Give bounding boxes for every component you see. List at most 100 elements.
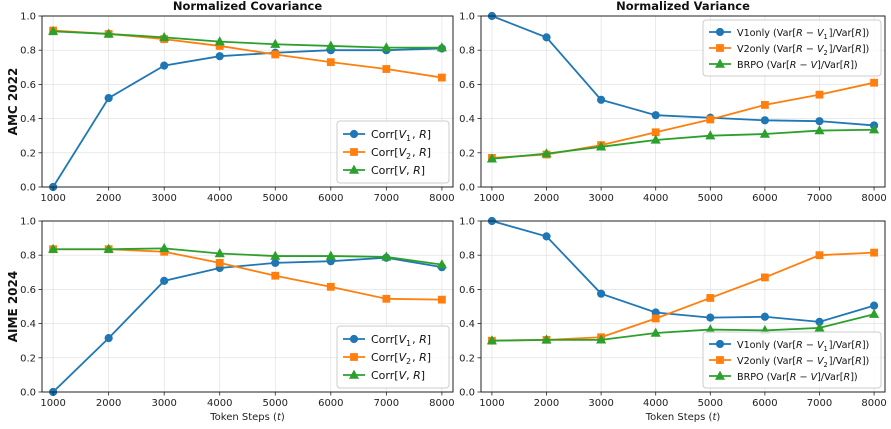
legend-label: V2only (Var[R − V2 ]/Var[R]) — [737, 44, 869, 57]
series-line-2 — [53, 247, 443, 266]
legend-marker — [349, 129, 359, 139]
legend-label: V1only (Var[R − V1 ]/Var[R]) — [737, 340, 869, 353]
y-tick-label: 0.4 — [459, 319, 475, 330]
legend-marker — [715, 27, 725, 37]
legend-label: Corr[V2 , R] — [371, 351, 431, 366]
x-tick-label: 5000 — [263, 193, 288, 204]
legend-label: Corr[V1 , R] — [371, 333, 431, 348]
x-tick-label: 5000 — [263, 398, 288, 409]
x-tick-label: 1000 — [479, 193, 504, 204]
plot-frame — [480, 220, 886, 393]
data-point — [815, 251, 824, 260]
x-axis-label: Token Steps (t) — [645, 412, 721, 423]
data-point — [103, 243, 114, 253]
legend-label: BRPO (Var[R − V]/Var[R]) — [737, 60, 858, 71]
x-tick-label: 1000 — [479, 398, 504, 409]
series-line-0 — [491, 15, 875, 127]
data-point — [760, 312, 769, 321]
data-point — [869, 301, 879, 310]
data-point — [597, 95, 606, 104]
data-point — [382, 65, 391, 73]
series-line-0 — [52, 256, 443, 393]
x-tick-label: 6000 — [752, 193, 777, 204]
panel-title: Normalized Covariance — [173, 0, 323, 13]
row-label: AMC 2022 — [6, 68, 20, 136]
data-point — [271, 50, 280, 59]
y-tick-label: 1.0 — [459, 12, 475, 23]
x-tick-label: 2000 — [96, 193, 121, 204]
data-point — [814, 125, 825, 135]
data-point — [706, 313, 715, 322]
legend-marker — [348, 369, 360, 379]
legend-marker — [350, 148, 358, 156]
data-point — [270, 250, 281, 260]
y-tick-label: 0.2 — [459, 353, 475, 364]
legend: V1only (Var[R − V1 ]/Var[R]) V2only (Var[… — [702, 19, 882, 77]
plot-frame — [41, 220, 454, 393]
y-tick-label: 0.0 — [20, 183, 36, 194]
x-tick-label: 8000 — [429, 398, 454, 409]
x-tick-label: 6000 — [318, 398, 343, 409]
x-tick-label: 3000 — [588, 193, 613, 204]
legend-marker — [348, 164, 360, 174]
data-point — [436, 42, 447, 52]
y-tick-label: 0.8 — [459, 251, 475, 262]
legend-marker — [715, 339, 725, 349]
legend: V1only (Var[R − V1 ]/Var[R]) V2only (Var[… — [702, 331, 882, 389]
x-tick-label: 6000 — [318, 193, 343, 204]
data-point — [104, 93, 113, 103]
data-point — [869, 124, 880, 134]
data-point — [271, 258, 280, 267]
series-line-2 — [491, 128, 875, 160]
x-tick-label: 1000 — [40, 193, 65, 204]
data-point — [541, 334, 552, 344]
series-line-0 — [491, 220, 875, 323]
legend-label: Corr[V2 , R] — [371, 146, 431, 161]
x-tick-label: 1000 — [40, 398, 65, 409]
x-tick-label: 3000 — [588, 398, 613, 409]
chart-panel-aime-var: 0.0 0.2 0.4 0.6 0.8 1.0 1000 2000 3000 4000 5000 60… — [459, 217, 887, 424]
y-tick-label: 0.6 — [20, 285, 36, 296]
data-point — [104, 334, 113, 343]
y-tick-label: 0.2 — [20, 148, 36, 159]
x-axis-label: Token Steps (t) — [209, 412, 285, 423]
data-point — [159, 31, 170, 42]
x-tick-label: 3000 — [151, 193, 176, 204]
y-tick-label: 0.6 — [459, 80, 475, 91]
data-point — [706, 115, 715, 124]
data-point — [650, 134, 661, 144]
x-tick-label: 2000 — [534, 193, 559, 204]
data-point — [48, 25, 59, 36]
data-point — [870, 248, 878, 257]
data-point — [650, 327, 661, 337]
data-point — [815, 90, 824, 99]
x-tick-label: 8000 — [861, 193, 886, 204]
x-tick-label: 6000 — [752, 398, 777, 409]
x-tick-label: 2000 — [534, 398, 559, 409]
legend-box — [336, 120, 450, 184]
data-point — [759, 128, 770, 138]
data-point — [325, 40, 336, 50]
x-tick-label: 2000 — [96, 398, 121, 409]
chart-panel-amc-cov: 0.0 0.2 0.4 0.6 0.8 1.0 1000 2000 3000 4000 5000 60… — [20, 0, 455, 204]
x-tick-label: 7000 — [807, 193, 832, 204]
data-point — [326, 58, 335, 67]
data-point — [160, 276, 169, 285]
data-point — [381, 251, 392, 261]
x-tick-label: 5000 — [698, 193, 723, 204]
y-tick-label: 0.2 — [459, 148, 475, 159]
y-tick-label: 0.4 — [20, 114, 36, 125]
panel-title: Normalized Variance — [616, 0, 750, 13]
row-label: AIME 2024 — [6, 271, 20, 342]
legend-label: V2only (Var[R − V2 ]/Var[R]) — [737, 356, 869, 369]
data-point — [541, 148, 552, 158]
x-tick-label: 7000 — [807, 398, 832, 409]
data-point — [215, 258, 224, 267]
data-point — [815, 117, 824, 126]
data-point — [160, 61, 169, 70]
y-tick-label: 0.8 — [20, 251, 36, 262]
y-tick-label: 0.4 — [20, 319, 36, 330]
data-point — [486, 153, 497, 163]
data-point — [382, 294, 391, 303]
legend-marker — [349, 334, 359, 344]
